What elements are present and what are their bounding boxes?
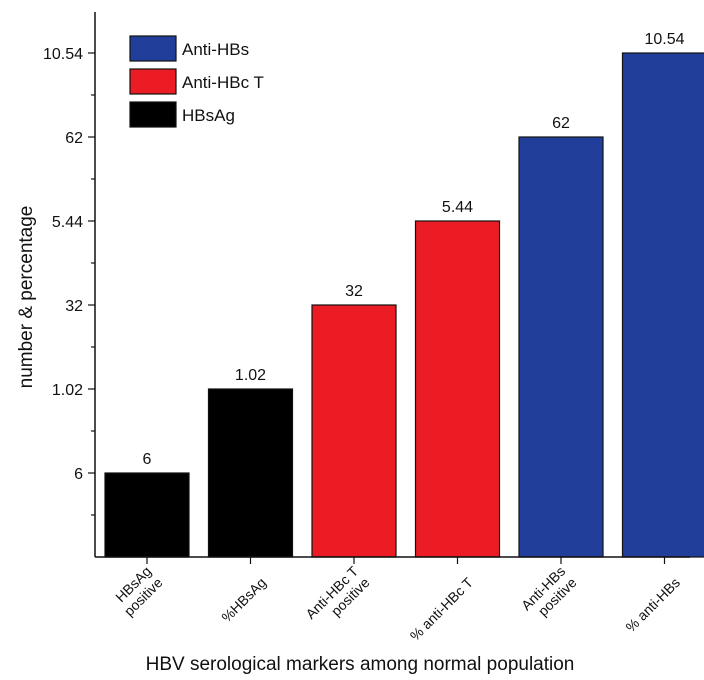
bar — [621, 52, 704, 558]
x-axis-title: HBV serological markers among normal pop… — [146, 654, 575, 675]
bar — [518, 136, 604, 558]
x-tick-label: % anti-HBs — [622, 574, 683, 635]
axes — [94, 12, 690, 558]
legend-label: HBsAg — [182, 106, 235, 125]
legend-label: Anti-HBc T — [182, 73, 264, 92]
data-label: 1.02 — [235, 367, 266, 384]
data-label: 6 — [143, 451, 152, 468]
data-label: 5.44 — [442, 199, 473, 216]
x-tick-label-line: % anti-HBc T — [407, 574, 477, 644]
x-tick-label: %HBsAg — [218, 574, 269, 625]
bar — [104, 472, 190, 558]
bar — [311, 304, 397, 558]
legend-swatch — [129, 101, 177, 128]
legend-swatch — [129, 68, 177, 95]
data-label: 10.54 — [644, 31, 684, 48]
y-tick-label: 1.02 — [52, 382, 83, 399]
y-tick-label: 5.44 — [52, 214, 83, 231]
legend-swatch — [129, 35, 177, 62]
bar — [207, 388, 294, 558]
y-axis-title: number & percentage — [16, 206, 37, 389]
bar — [414, 220, 501, 558]
y-tick-label: 10.54 — [43, 46, 83, 63]
y-tick-label: 32 — [65, 298, 83, 315]
legend: Anti-HBs Anti-HBc T HBsAg — [129, 35, 264, 128]
x-tick-label-line: %HBsAg — [218, 574, 269, 625]
y-tick-label: 6 — [74, 466, 83, 483]
legend-label: Anti-HBs — [182, 40, 249, 59]
data-label: 62 — [552, 115, 570, 132]
y-ticks: 6 1.02 32 5.44 62 10.54 — [43, 46, 95, 516]
x-tick-label: % anti-HBc T — [407, 574, 477, 644]
data-label: 32 — [345, 283, 363, 300]
bars: 6 1.02 32 5.44 62 10.54 — [104, 31, 704, 558]
y-tick-label: 62 — [65, 130, 83, 147]
x-tick-label-line: % anti-HBs — [622, 574, 683, 635]
